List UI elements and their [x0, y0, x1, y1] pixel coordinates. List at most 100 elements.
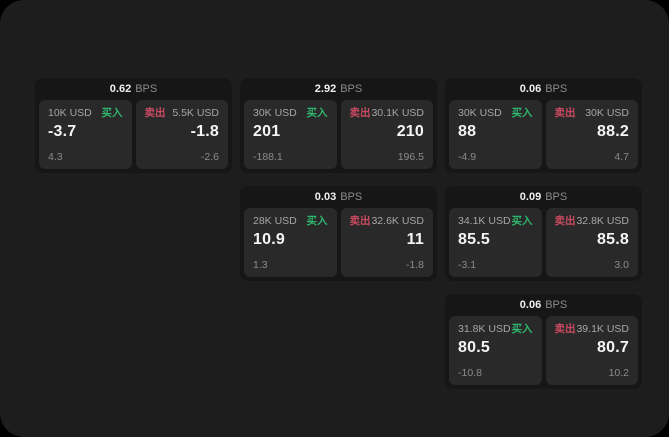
buy-price: -3.7 — [48, 122, 77, 140]
buy-amount: 10K USD — [48, 107, 92, 119]
sell-panel[interactable]: 卖出 5.5K USD -1.8 -2.6 — [135, 100, 228, 169]
buy-panel-top: 30K USD 买入 — [458, 108, 533, 119]
bps-unit-label: BPS — [135, 82, 158, 95]
sell-sub-value: 4.7 — [614, 150, 629, 163]
sell-panel-top: 卖出 32.8K USD — [555, 216, 630, 227]
card-header: 0.06 BPS — [449, 78, 638, 100]
buy-amount: 28K USD — [253, 215, 297, 227]
sell-amount: 32.8K USD — [576, 215, 629, 227]
sell-amount: 30.1K USD — [371, 107, 424, 119]
sell-sub-value: 196.5 — [397, 150, 424, 163]
buy-side-label: 买入 — [511, 215, 533, 227]
quote-card: 0.06 BPS 31.8K USD 买入 80.5 -10.8 卖出 39.1K… — [445, 294, 642, 389]
bps-value: 0.06 — [519, 82, 542, 95]
buy-side-label: 买入 — [511, 107, 533, 119]
buy-panel[interactable]: 10K USD 买入 -3.7 4.3 — [39, 100, 132, 169]
bps-value: 0.06 — [519, 298, 542, 311]
sell-side-label: 卖出 — [554, 323, 576, 335]
quote-card: 0.03 BPS 28K USD 买入 10.9 1.3 卖出 32.6K USD… — [240, 186, 437, 281]
sell-side-label: 卖出 — [554, 107, 576, 119]
sell-sub-value: 10.2 — [608, 366, 629, 379]
bps-unit-label: BPS — [340, 82, 363, 95]
sell-price: 80.7 — [597, 338, 629, 356]
buy-amount: 30K USD — [458, 107, 502, 119]
sell-side-label: 卖出 — [554, 215, 576, 227]
buy-price: 85.5 — [458, 230, 490, 248]
sell-amount: 32.6K USD — [371, 215, 424, 227]
buy-sub-value: 1.3 — [253, 258, 268, 271]
quote-card: 0.06 BPS 30K USD 买入 88 -4.9 卖出 30K USD 88… — [445, 78, 642, 173]
quote-panels: 30K USD 买入 88 -4.9 卖出 30K USD 88.2 4.7 — [449, 100, 638, 169]
sell-side-label: 卖出 — [349, 107, 371, 119]
buy-price: 10.9 — [253, 230, 285, 248]
quote-panels: 10K USD 买入 -3.7 4.3 卖出 5.5K USD -1.8 -2.… — [39, 100, 228, 169]
cards-grid: 0.62 BPS 10K USD 买入 -3.7 4.3 卖出 5.5K USD … — [35, 78, 642, 389]
quote-card: 2.92 BPS 30K USD 买入 201 -188.1 卖出 30.1K U… — [240, 78, 437, 173]
buy-panel[interactable]: 30K USD 买入 201 -188.1 — [244, 100, 337, 169]
buy-side-label: 买入 — [101, 107, 123, 119]
buy-amount: 31.8K USD — [458, 323, 511, 335]
buy-amount: 30K USD — [253, 107, 297, 119]
bps-value: 0.62 — [109, 82, 132, 95]
sell-panel-top: 卖出 39.1K USD — [555, 324, 630, 335]
sell-panel[interactable]: 卖出 32.6K USD 11 -1.8 — [340, 208, 433, 277]
quote-panels: 31.8K USD 买入 80.5 -10.8 卖出 39.1K USD 80.… — [449, 316, 638, 385]
buy-side-label: 买入 — [306, 215, 328, 227]
sell-sub-value: 3.0 — [614, 258, 629, 271]
sell-panel[interactable]: 卖出 39.1K USD 80.7 10.2 — [545, 316, 638, 385]
sell-panel-top: 卖出 32.6K USD — [350, 216, 425, 227]
sell-panel-top: 卖出 5.5K USD — [145, 108, 220, 119]
buy-price: 80.5 — [458, 338, 490, 356]
buy-price: 201 — [253, 122, 281, 140]
sell-price: 11 — [406, 230, 424, 248]
quote-card: 0.09 BPS 34.1K USD 买入 85.5 -3.1 卖出 32.8K … — [445, 186, 642, 281]
sell-price: -1.8 — [190, 122, 219, 140]
card-header: 0.62 BPS — [39, 78, 228, 100]
buy-sub-value: -188.1 — [253, 150, 283, 163]
bps-value: 0.09 — [519, 190, 542, 203]
buy-sub-value: -10.8 — [458, 366, 482, 379]
bps-unit-label: BPS — [545, 190, 568, 203]
sell-amount: 39.1K USD — [576, 323, 629, 335]
card-header: 0.09 BPS — [449, 186, 638, 208]
sell-side-label: 卖出 — [144, 107, 166, 119]
buy-price: 88 — [458, 122, 477, 140]
buy-panel-top: 31.8K USD 买入 — [458, 324, 533, 335]
bps-unit-label: BPS — [340, 190, 363, 203]
sell-panel-top: 卖出 30.1K USD — [350, 108, 425, 119]
sell-panel[interactable]: 卖出 30K USD 88.2 4.7 — [545, 100, 638, 169]
buy-panel-top: 10K USD 买入 — [48, 108, 123, 119]
buy-panel-top: 28K USD 买入 — [253, 216, 328, 227]
buy-panel[interactable]: 30K USD 买入 88 -4.9 — [449, 100, 542, 169]
sell-panel[interactable]: 卖出 32.8K USD 85.8 3.0 — [545, 208, 638, 277]
sell-panel-top: 卖出 30K USD — [555, 108, 630, 119]
card-header: 2.92 BPS — [244, 78, 433, 100]
buy-panel[interactable]: 34.1K USD 买入 85.5 -3.1 — [449, 208, 542, 277]
buy-sub-value: 4.3 — [48, 150, 63, 163]
quote-card: 0.62 BPS 10K USD 买入 -3.7 4.3 卖出 5.5K USD … — [35, 78, 232, 173]
sell-price: 85.8 — [597, 230, 629, 248]
bps-value: 0.03 — [314, 190, 337, 203]
buy-sub-value: -4.9 — [458, 150, 477, 163]
buy-sub-value: -3.1 — [458, 258, 477, 271]
quote-panels: 34.1K USD 买入 85.5 -3.1 卖出 32.8K USD 85.8… — [449, 208, 638, 277]
buy-panel-top: 34.1K USD 买入 — [458, 216, 533, 227]
bps-unit-label: BPS — [545, 82, 568, 95]
sell-side-label: 卖出 — [349, 215, 371, 227]
quote-panels: 30K USD 买入 201 -188.1 卖出 30.1K USD 210 1… — [244, 100, 433, 169]
sell-sub-value: -1.8 — [405, 258, 424, 271]
buy-amount: 34.1K USD — [458, 215, 511, 227]
sell-price: 88.2 — [597, 122, 629, 140]
buy-panel[interactable]: 31.8K USD 买入 80.5 -10.8 — [449, 316, 542, 385]
sell-panel[interactable]: 卖出 30.1K USD 210 196.5 — [340, 100, 433, 169]
buy-panel-top: 30K USD 买入 — [253, 108, 328, 119]
quote-panels: 28K USD 买入 10.9 1.3 卖出 32.6K USD 11 -1.8 — [244, 208, 433, 277]
bps-value: 2.92 — [314, 82, 337, 95]
buy-panel[interactable]: 28K USD 买入 10.9 1.3 — [244, 208, 337, 277]
buy-side-label: 买入 — [306, 107, 328, 119]
bps-unit-label: BPS — [545, 298, 568, 311]
sell-amount: 30K USD — [585, 107, 629, 119]
card-header: 0.03 BPS — [244, 186, 433, 208]
sell-price: 210 — [396, 122, 424, 140]
